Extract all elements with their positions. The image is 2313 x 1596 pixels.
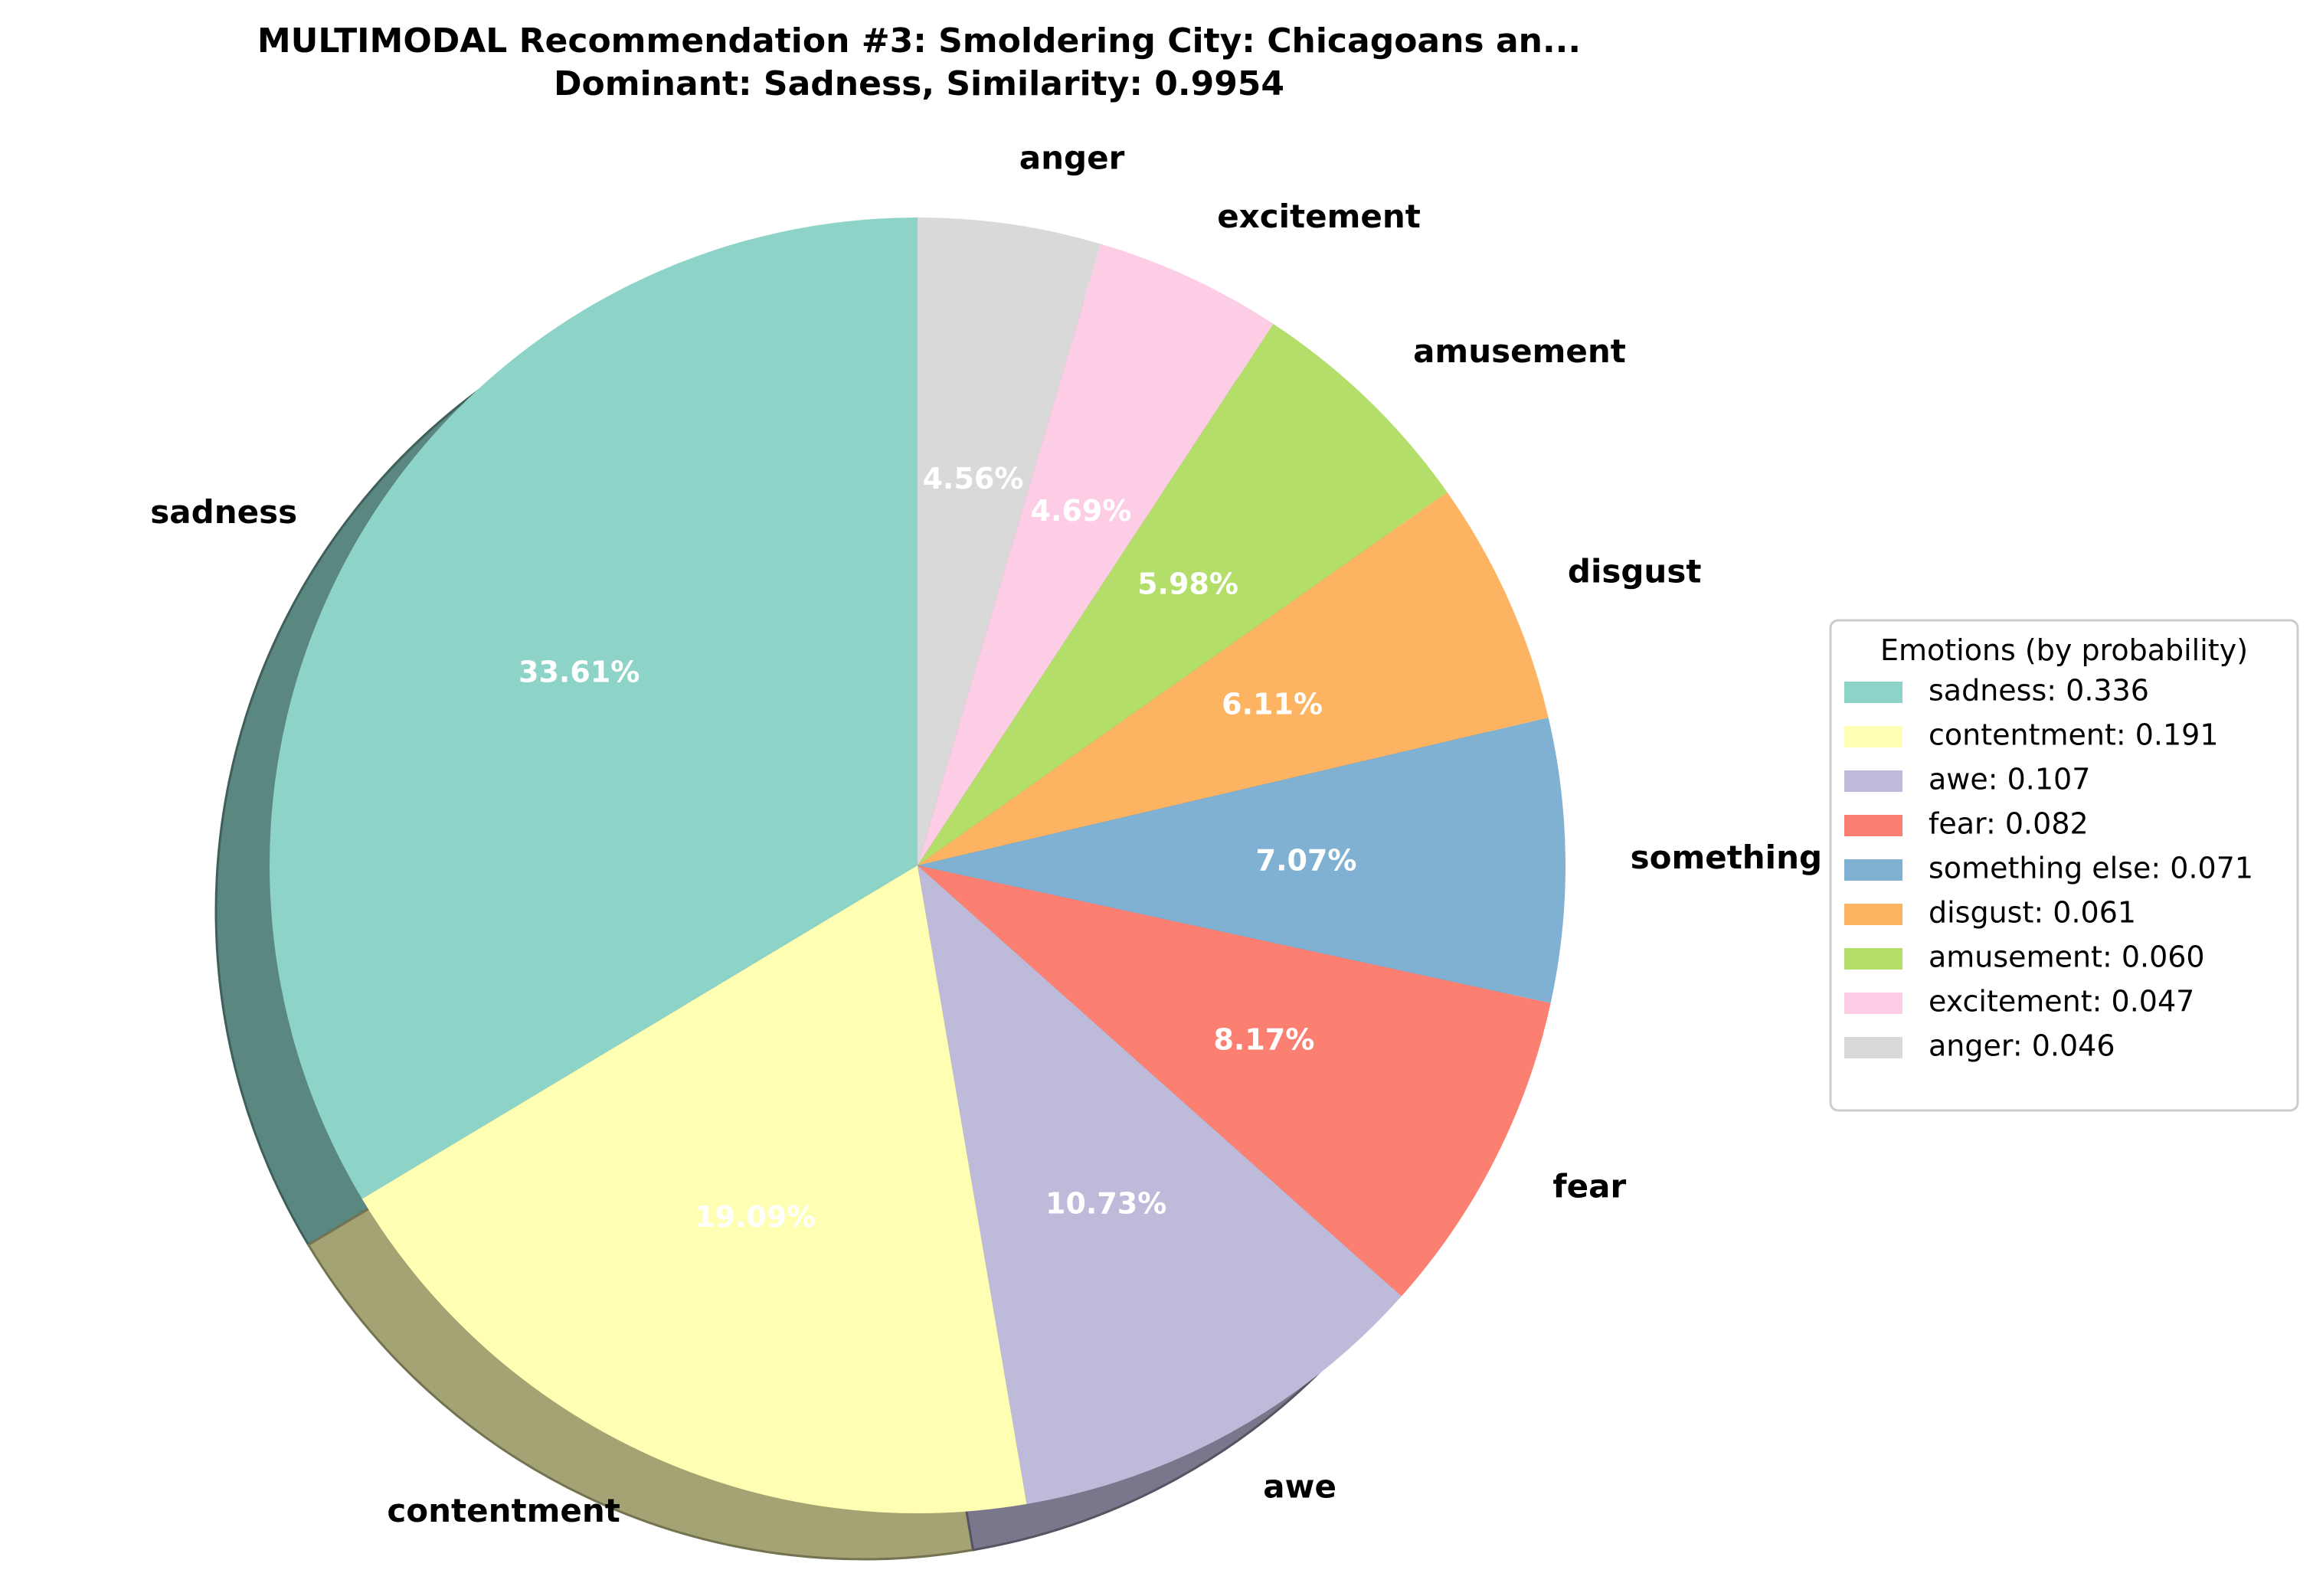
category-label-contentment: contentment bbox=[387, 1492, 620, 1529]
chart-subtitle: Dominant: Sadness, Similarity: 0.9954 bbox=[554, 64, 1284, 103]
legend-entry-fear: fear: 0.082 bbox=[1929, 807, 2089, 841]
category-label-sadness: sadness bbox=[150, 493, 297, 531]
pie-labels: sadness 33.61% contentment 19.09% awe 10.73% f… bbox=[150, 139, 1907, 1529]
legend-swatch-fear bbox=[1844, 815, 1902, 836]
category-label-anger: anger bbox=[1019, 139, 1125, 176]
pie-slice-awe bbox=[918, 865, 1402, 1504]
legend-swatch-amusement bbox=[1844, 948, 1902, 970]
legend-entry-disgust: disgust: 0.061 bbox=[1929, 896, 2136, 930]
percent-label-disgust: 6.11% bbox=[1222, 688, 1323, 721]
percent-label-contentment: 19.09% bbox=[695, 1200, 816, 1234]
pie-slice-something-else bbox=[918, 718, 1565, 1003]
pie-slice-excitement bbox=[918, 244, 1274, 866]
pie-slice-fear bbox=[918, 865, 1551, 1297]
legend-entry-something-else: something else: 0.071 bbox=[1929, 852, 2253, 885]
percent-label-excitement: 4.69% bbox=[1030, 494, 1131, 528]
legend-swatch-sadness bbox=[1844, 682, 1902, 703]
category-label-amusement: amusement bbox=[1413, 332, 1626, 370]
legend-frame bbox=[1829, 619, 2299, 1112]
category-label-excitement: excitement bbox=[1217, 198, 1421, 235]
category-label-disgust: disgust bbox=[1568, 552, 1702, 590]
pie-slice-disgust bbox=[918, 492, 1549, 865]
legend-entry-contentment: contentment: 0.191 bbox=[1929, 718, 2219, 752]
legend-swatch-contentment bbox=[1844, 726, 1902, 747]
chart-title: MULTIMODAL Recommendation #3: Smoldering… bbox=[257, 21, 1581, 61]
legend-entry-excitement: excitement: 0.047 bbox=[1929, 985, 2194, 1019]
pie-slices bbox=[269, 217, 1565, 1513]
legend-entry-anger: anger: 0.046 bbox=[1929, 1029, 2115, 1063]
legend-swatch-something-else bbox=[1844, 859, 1902, 881]
legend-swatch-disgust bbox=[1844, 904, 1902, 925]
pie-slice-anger bbox=[918, 217, 1101, 865]
legend-entry-awe: awe: 0.107 bbox=[1929, 763, 2090, 796]
legend: Emotions (by probability) sadness: 0.336… bbox=[1829, 619, 2299, 1112]
legend-swatch-awe bbox=[1844, 770, 1902, 792]
legend-entry-sadness: sadness: 0.336 bbox=[1929, 674, 2149, 708]
pie-slice-amusement bbox=[918, 323, 1448, 865]
category-label-fear: fear bbox=[1552, 1168, 1626, 1205]
percent-label-fear: 8.17% bbox=[1213, 1023, 1314, 1057]
legend-title: Emotions (by probability) bbox=[1880, 633, 2248, 667]
pie-slice-sadness bbox=[269, 217, 918, 1199]
percent-label-sadness: 33.61% bbox=[519, 656, 640, 689]
legend-swatch-excitement bbox=[1844, 993, 1902, 1014]
pie-slice-contentment bbox=[362, 865, 1027, 1513]
legend-entry-amusement: amusement: 0.060 bbox=[1929, 940, 2205, 974]
percent-label-amusement: 5.98% bbox=[1137, 567, 1238, 601]
percent-label-something-else: 7.07% bbox=[1256, 843, 1357, 877]
percent-label-awe: 10.73% bbox=[1045, 1186, 1166, 1220]
legend-swatch-anger bbox=[1844, 1037, 1902, 1058]
category-label-awe: awe bbox=[1263, 1467, 1336, 1505]
percent-label-anger: 4.56% bbox=[923, 462, 1024, 495]
